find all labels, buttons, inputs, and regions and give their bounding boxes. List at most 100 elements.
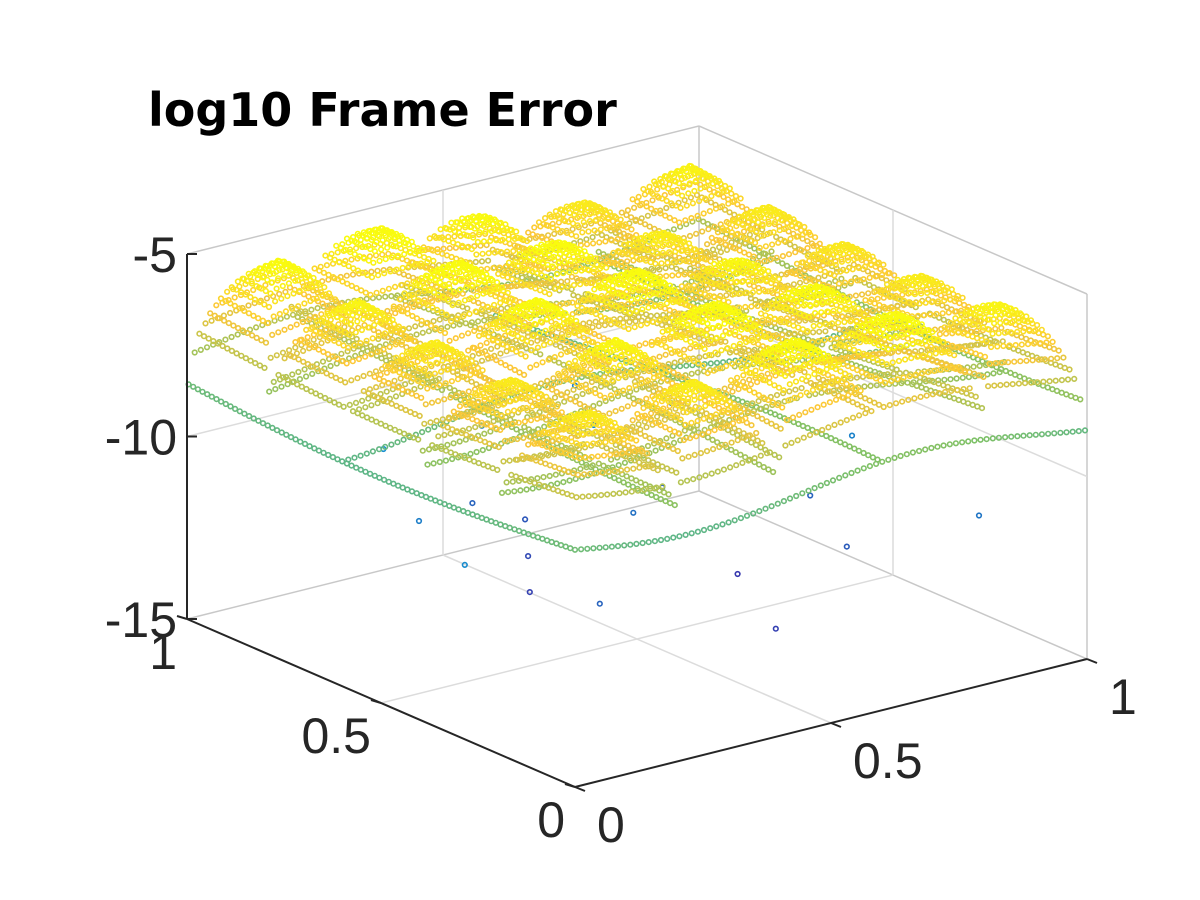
data-point — [397, 330, 404, 337]
data-point — [292, 339, 299, 346]
data-point — [635, 193, 642, 200]
data-point — [490, 418, 497, 425]
data-point — [348, 282, 355, 290]
data-point — [570, 386, 577, 393]
data-point — [444, 366, 451, 373]
data-point — [392, 393, 400, 400]
data-point — [263, 295, 271, 302]
data-point — [306, 443, 313, 450]
data-point — [497, 249, 505, 256]
data-point — [231, 302, 238, 310]
data-point — [661, 173, 669, 180]
data-point — [868, 262, 875, 269]
data-point — [712, 205, 720, 212]
data-point — [624, 207, 632, 214]
data-point — [688, 215, 695, 222]
data-point — [286, 351, 293, 358]
data-point — [472, 424, 479, 431]
data-point — [402, 240, 409, 247]
data-point — [486, 281, 493, 288]
data-point — [751, 239, 759, 246]
data-point — [375, 335, 382, 343]
data-point — [595, 278, 602, 285]
data-point — [655, 180, 663, 187]
data-point — [723, 246, 731, 253]
data-point — [663, 300, 671, 307]
data-point — [653, 312, 661, 319]
data-point — [365, 228, 372, 235]
data-point — [388, 400, 395, 407]
data-point — [325, 271, 332, 279]
data-point — [343, 235, 351, 242]
data-point — [429, 304, 436, 311]
data-point — [253, 283, 260, 290]
data-point — [590, 265, 598, 273]
data-point — [368, 268, 375, 275]
data-point — [426, 235, 433, 242]
data-point — [601, 322, 609, 329]
data-point — [869, 253, 876, 260]
data-point — [522, 247, 529, 254]
data-point — [411, 261, 419, 269]
data-point — [551, 230, 558, 237]
data-point — [245, 310, 252, 317]
data-point — [707, 360, 714, 367]
data-point — [334, 313, 341, 320]
data-point — [468, 378, 475, 385]
data-point — [400, 308, 407, 315]
data-point — [348, 320, 355, 328]
data-point — [259, 420, 267, 427]
data-point — [686, 180, 693, 187]
data-point — [303, 385, 310, 393]
data-point — [308, 306, 315, 313]
data-point — [449, 266, 456, 273]
data-point — [410, 294, 418, 302]
data-point — [637, 322, 645, 329]
data-point — [362, 289, 369, 296]
data-point — [377, 319, 384, 326]
data-point — [724, 227, 731, 234]
data-point — [481, 430, 488, 437]
data-point — [939, 302, 946, 309]
data-point — [557, 278, 565, 285]
data-point — [351, 342, 358, 349]
data-point — [323, 262, 331, 269]
data-point — [555, 359, 563, 366]
data-point — [831, 272, 838, 279]
data-point — [713, 236, 720, 244]
data-point — [311, 445, 318, 452]
data-point — [210, 338, 217, 345]
data-point — [379, 237, 386, 244]
data-point — [341, 329, 349, 336]
data-point — [632, 318, 639, 325]
data-point — [670, 369, 677, 376]
data-point — [346, 331, 353, 338]
data-point — [475, 279, 482, 287]
data-point — [625, 325, 632, 333]
data-point — [541, 215, 549, 222]
data-point — [331, 337, 338, 344]
data-point — [397, 232, 405, 239]
data-point — [387, 268, 394, 275]
data-point — [656, 266, 663, 273]
data-point — [522, 353, 529, 360]
data-point — [354, 318, 361, 325]
data-point — [564, 244, 571, 251]
data-point — [383, 357, 390, 364]
data-point — [328, 372, 335, 379]
data-point — [606, 224, 613, 231]
data-point — [592, 255, 599, 262]
data-point — [591, 227, 598, 234]
data-point — [513, 268, 520, 275]
data-point — [716, 244, 723, 251]
data-point — [631, 324, 638, 331]
data-point — [494, 227, 501, 234]
data-point — [300, 358, 307, 365]
data-point — [228, 284, 235, 291]
data-point — [441, 348, 448, 355]
data-point — [318, 368, 326, 375]
data-point — [448, 378, 456, 385]
data-point — [419, 429, 426, 436]
data-point — [848, 432, 856, 439]
data-point — [420, 377, 427, 384]
